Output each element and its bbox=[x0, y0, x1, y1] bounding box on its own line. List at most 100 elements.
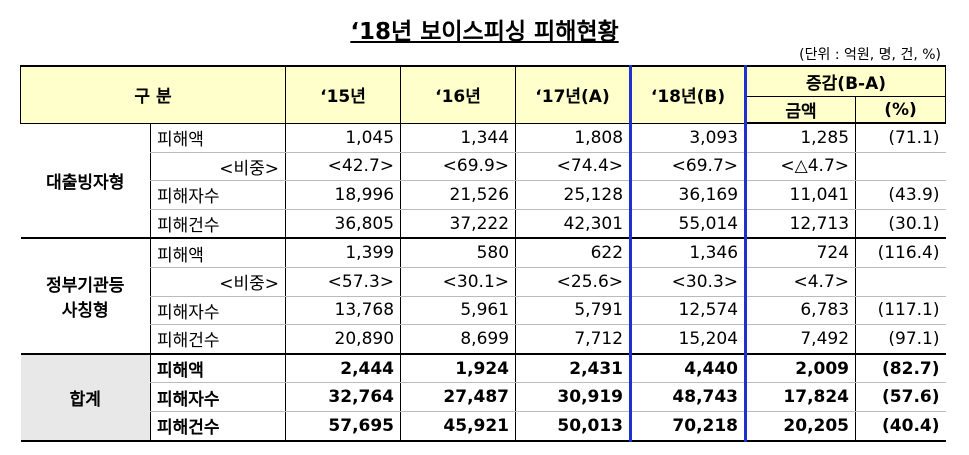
cell: 2,431 bbox=[515, 353, 631, 384]
row-label: 피해자수 bbox=[149, 296, 286, 326]
cell: <69.7> bbox=[629, 152, 746, 182]
cell bbox=[855, 152, 946, 182]
cell: 21,526 bbox=[400, 180, 516, 210]
cell: 48,743 bbox=[629, 382, 746, 412]
row: 합계 피해액 2,444 1,924 2,431 4,440 2,009 (82.7) bbox=[20, 353, 946, 442]
cell: (43.9) bbox=[855, 180, 946, 210]
header-year: ‘17년(A) bbox=[515, 65, 632, 124]
cell bbox=[855, 267, 946, 297]
cell: <30.3> bbox=[629, 267, 746, 297]
cell: (97.1) bbox=[855, 324, 946, 355]
section: 대출빙자형 피해액 1,045 1,344 1,808 3,093 1,285 (71.1) <… bbox=[20, 123, 946, 240]
cell: 17,824 bbox=[744, 382, 856, 412]
cell: 36,169 bbox=[629, 180, 746, 210]
row-label: 피해건수 bbox=[149, 324, 286, 355]
cell: 1,346 bbox=[629, 238, 746, 268]
header-year: ‘15년 bbox=[285, 65, 402, 124]
cell: <42.7> bbox=[285, 152, 401, 182]
row-label: 피해건수 bbox=[149, 209, 286, 240]
row-label: 피해자수 bbox=[149, 382, 286, 412]
row: <비중> <57.3> <30.1> <25.6> <30.3> <4.7> bbox=[21, 267, 946, 297]
cell: 32,764 bbox=[285, 382, 401, 412]
cell: 1,344 bbox=[400, 123, 516, 153]
cell: (82.7) bbox=[855, 353, 946, 384]
cell: 25,128 bbox=[515, 180, 631, 210]
unit-note: (단위 : 억원, 명, 건, %) bbox=[799, 47, 941, 63]
cell: 724 bbox=[744, 238, 856, 268]
row: 대출빙자형 피해액 1,045 1,344 1,808 3,093 1,285 (71.1) bbox=[20, 123, 946, 240]
cell: 50,013 bbox=[515, 411, 631, 442]
row: 피해건수 36,805 37,222 42,301 55,014 12,713 (30.1) bbox=[21, 209, 946, 240]
title-text: ‘18년 보이스피싱 피해현황 bbox=[350, 19, 619, 45]
row: 피해건수 20,890 8,699 7,712 15,204 7,492 (97.1) bbox=[21, 324, 946, 355]
row-label: 피해건수 bbox=[149, 411, 286, 442]
cell: <△4.7> bbox=[744, 152, 856, 182]
cell: 30,919 bbox=[515, 382, 631, 412]
header-change-sub: 금액 bbox=[744, 96, 857, 124]
section: 합계 피해액 2,444 1,924 2,431 4,440 2,009 (82.7) 피해자수… bbox=[20, 353, 946, 442]
cell: <69.9> bbox=[400, 152, 516, 182]
cell: (71.1) bbox=[855, 123, 946, 153]
cell: 1,808 bbox=[515, 123, 631, 153]
cell: 3,093 bbox=[629, 123, 746, 153]
cell: 70,218 bbox=[629, 411, 746, 442]
row: 피해자수 18,996 21,526 25,128 36,169 11,041 (43.9) bbox=[21, 180, 946, 210]
cell: 20,205 bbox=[744, 411, 856, 442]
cell: (40.4) bbox=[855, 411, 946, 442]
cell: 12,713 bbox=[744, 209, 856, 240]
cell: (117.1) bbox=[855, 296, 946, 326]
table-header: 구 분 ‘15년 ‘16년 ‘17년(A) ‘18년(B) 증감(B-A) 금액… bbox=[19, 65, 947, 124]
cell: 27,487 bbox=[400, 382, 516, 412]
cell: 4,440 bbox=[629, 353, 746, 384]
section-name: 정부기관등 사칭형 bbox=[20, 238, 151, 355]
cell: 7,492 bbox=[744, 324, 856, 355]
cell: 13,768 bbox=[285, 296, 401, 326]
cell: <30.1> bbox=[400, 267, 516, 297]
cell: 11,041 bbox=[744, 180, 856, 210]
cell: 1,399 bbox=[285, 238, 401, 268]
cell: <57.3> bbox=[285, 267, 401, 297]
cell: <74.4> bbox=[515, 152, 631, 182]
cell: (30.1) bbox=[855, 209, 946, 240]
cell: 1,924 bbox=[400, 353, 516, 384]
cell: 36,805 bbox=[285, 209, 401, 240]
cell: <4.7> bbox=[744, 267, 856, 297]
row-label: 피해액 bbox=[149, 353, 286, 384]
header-group: 구 분 bbox=[19, 65, 287, 124]
section-name: 대출빙자형 bbox=[20, 123, 151, 240]
row: 피해건수 57,695 45,921 50,013 70,218 20,205 (40.4) bbox=[21, 411, 946, 442]
cell: 1,285 bbox=[744, 123, 856, 153]
row-label: <비중> bbox=[149, 267, 286, 297]
damage-table: 구 분 ‘15년 ‘16년 ‘17년(A) ‘18년(B) 증감(B-A) 금액… bbox=[19, 65, 947, 442]
cell: 45,921 bbox=[400, 411, 516, 442]
cell: 42,301 bbox=[515, 209, 631, 240]
cell: 55,014 bbox=[629, 209, 746, 240]
cell: (57.6) bbox=[855, 382, 946, 412]
header-change-sub: (%) bbox=[855, 96, 947, 124]
cell: 5,791 bbox=[515, 296, 631, 326]
header-change: 증감(B-A) bbox=[744, 65, 947, 97]
cell: 5,961 bbox=[400, 296, 516, 326]
cell: <25.6> bbox=[515, 267, 631, 297]
row-label: 피해자수 bbox=[149, 180, 286, 210]
cell: 18,996 bbox=[285, 180, 401, 210]
row-label: 피해액 bbox=[149, 238, 286, 268]
cell: 6,783 bbox=[744, 296, 856, 326]
row-label: 피해액 bbox=[149, 123, 286, 153]
cell: 12,574 bbox=[629, 296, 746, 326]
section-name: 합계 bbox=[20, 353, 151, 442]
row: <비중> <42.7> <69.9> <74.4> <69.7> <△4.7> bbox=[21, 152, 946, 182]
header-year: ‘16년 bbox=[400, 65, 517, 124]
section: 정부기관등 사칭형 피해액 1,399 580 622 1,346 724 (116.4) <비… bbox=[20, 238, 946, 355]
cell: 2,009 bbox=[744, 353, 856, 384]
cell: 8,699 bbox=[400, 324, 516, 355]
title: ‘18년 보이스피싱 피해현황 bbox=[0, 12, 969, 46]
cell: 7,712 bbox=[515, 324, 631, 355]
row: 피해자수 13,768 5,961 5,791 12,574 6,783 (117.1) bbox=[21, 296, 946, 326]
row: 피해자수 32,764 27,487 30,919 48,743 17,824 (57.6) bbox=[21, 382, 946, 412]
cell: 2,444 bbox=[285, 353, 401, 384]
cell: 20,890 bbox=[285, 324, 401, 355]
cell: 57,695 bbox=[285, 411, 401, 442]
cell: 15,204 bbox=[629, 324, 746, 355]
